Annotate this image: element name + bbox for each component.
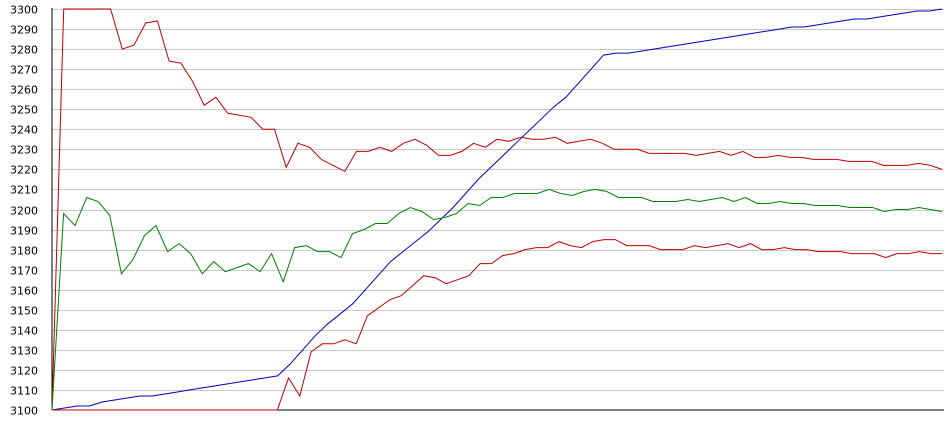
y-tick-label: 3260	[10, 84, 38, 97]
y-tick-label: 3120	[10, 365, 38, 378]
y-tick-label: 3230	[10, 144, 38, 157]
y-tick-label: 3300	[10, 4, 38, 17]
data-series	[51, 8, 943, 411]
y-tick-label: 3220	[10, 164, 38, 177]
y-tick-label: 3250	[10, 104, 38, 117]
y-tick-label: 3160	[10, 285, 38, 298]
y-tick-label: 3110	[10, 385, 38, 398]
y-axis-tick-labels: 3100 3110 3120 3130 3140 3150 3160 3170 3180 3190…	[10, 4, 38, 418]
y-tick-label: 3200	[10, 205, 38, 218]
y-tick-label: 3140	[10, 325, 38, 338]
gridlines	[52, 9, 944, 391]
y-tick-label: 3270	[10, 64, 38, 77]
y-tick-label: 3240	[10, 124, 38, 137]
series-line-3	[51, 188, 943, 411]
y-tick-label: 3190	[10, 225, 38, 238]
y-tick-label: 3290	[10, 24, 38, 37]
y-tick-label: 3100	[10, 405, 38, 418]
series-line-2	[51, 8, 943, 411]
series-line-1	[51, 8, 943, 411]
y-tick-label: 3180	[10, 245, 38, 258]
series-line-4	[52, 239, 942, 411]
y-tick-label: 3210	[10, 184, 38, 197]
y-tick-label: 3150	[10, 305, 38, 318]
y-tick-label: 3170	[10, 265, 38, 278]
y-tick-label: 3130	[10, 345, 38, 358]
y-tick-label: 3280	[10, 44, 38, 57]
